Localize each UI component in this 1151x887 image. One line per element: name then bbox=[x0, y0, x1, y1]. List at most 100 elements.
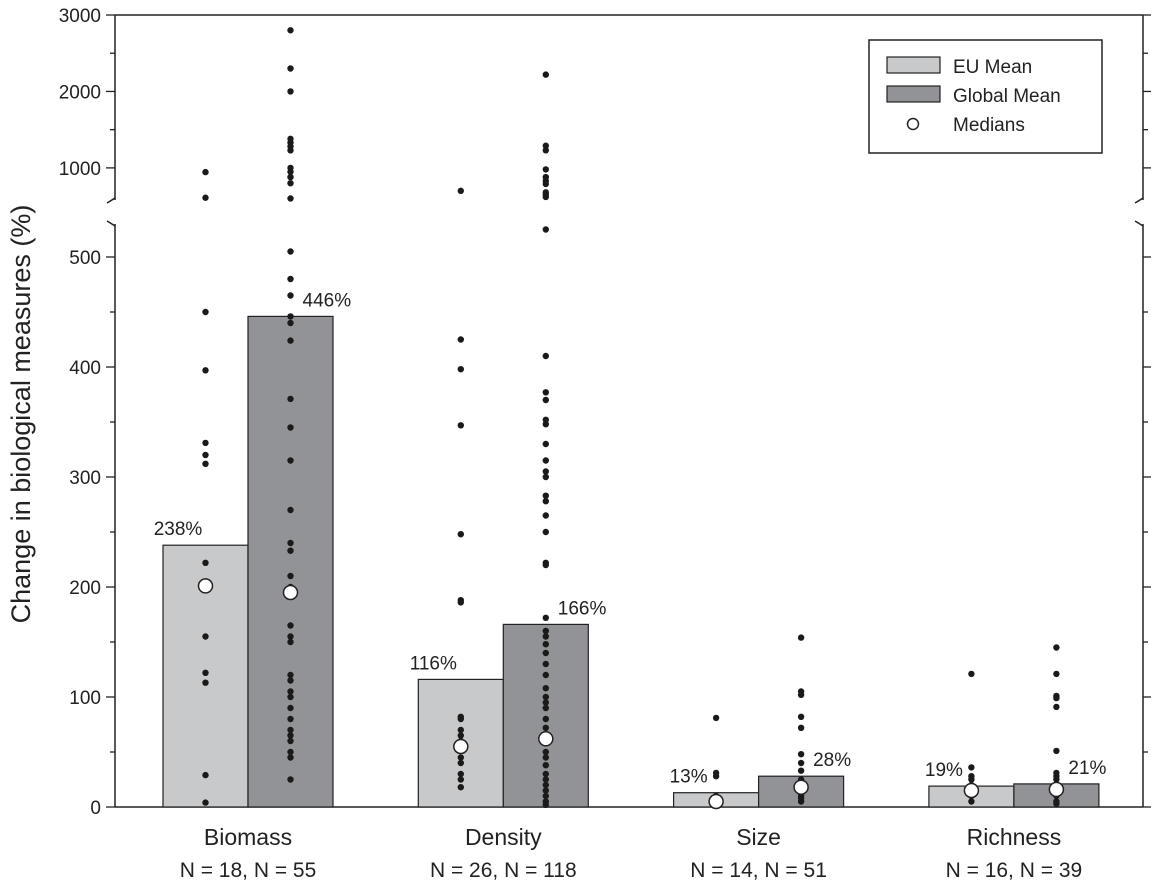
category-label: Richness bbox=[967, 824, 1062, 850]
data-point bbox=[542, 633, 549, 640]
data-point bbox=[287, 547, 294, 554]
value-label-global: 28% bbox=[813, 750, 851, 771]
data-point bbox=[1053, 703, 1060, 711]
data-point bbox=[457, 422, 464, 429]
median-marker bbox=[453, 738, 469, 755]
data-point bbox=[797, 713, 805, 720]
data-point bbox=[712, 773, 720, 780]
data-point bbox=[287, 457, 294, 464]
data-point bbox=[797, 798, 805, 805]
axis-break-mark bbox=[1134, 220, 1144, 227]
data-point bbox=[287, 168, 294, 175]
data-point bbox=[287, 638, 294, 646]
data-point bbox=[457, 754, 464, 761]
data-point bbox=[542, 704, 549, 712]
median-marker bbox=[1048, 781, 1065, 798]
data-point bbox=[202, 669, 209, 676]
data-point bbox=[542, 762, 549, 769]
data-point bbox=[1053, 800, 1060, 807]
data-point bbox=[542, 715, 549, 723]
data-point bbox=[287, 292, 294, 299]
data-point bbox=[542, 389, 549, 396]
data-point bbox=[457, 784, 464, 791]
category-label: Biomass bbox=[204, 824, 292, 850]
data-point bbox=[457, 770, 464, 778]
data-point bbox=[542, 671, 549, 679]
value-label-global: 166% bbox=[558, 598, 607, 619]
value-label-eu: 238% bbox=[154, 519, 203, 540]
data-point bbox=[457, 726, 464, 734]
data-point bbox=[968, 764, 975, 771]
category-n-label: N = 26, N = 118 bbox=[430, 859, 577, 882]
data-point bbox=[542, 528, 549, 536]
median-marker bbox=[708, 793, 724, 810]
data-point bbox=[457, 599, 464, 606]
data-point bbox=[202, 168, 209, 176]
data-point bbox=[287, 726, 294, 734]
data-point bbox=[457, 715, 464, 723]
data-point bbox=[287, 622, 294, 629]
data-point bbox=[712, 714, 720, 722]
legend-label-medians: Medians bbox=[953, 115, 1025, 136]
data-point bbox=[542, 776, 549, 783]
y-tick-label: 1000 bbox=[59, 159, 101, 180]
data-point bbox=[797, 759, 805, 767]
data-point bbox=[797, 691, 805, 698]
data-point bbox=[542, 457, 549, 464]
data-point bbox=[287, 572, 294, 580]
data-point bbox=[542, 492, 549, 499]
data-point bbox=[287, 88, 294, 95]
data-point bbox=[287, 776, 294, 783]
data-point bbox=[287, 754, 294, 761]
data-point bbox=[542, 498, 549, 505]
data-point bbox=[542, 180, 549, 188]
data-point bbox=[457, 187, 464, 195]
legend-swatch-global bbox=[886, 85, 941, 103]
data-point bbox=[287, 179, 294, 187]
y-tick-label: 0 bbox=[90, 798, 101, 819]
data-point bbox=[287, 704, 294, 712]
data-point bbox=[202, 679, 209, 686]
data-point bbox=[797, 724, 805, 731]
data-point bbox=[797, 634, 805, 641]
data-point bbox=[542, 801, 549, 808]
data-point bbox=[202, 771, 209, 779]
data-point bbox=[542, 473, 549, 481]
category-n-label: N = 14, N = 51 bbox=[690, 859, 827, 882]
data-point bbox=[202, 367, 209, 374]
data-point bbox=[542, 421, 549, 428]
data-point bbox=[202, 194, 209, 201]
data-point bbox=[287, 337, 294, 344]
plot-area: 0 100 200 300 400 500 1000 2000 3000 238% 116% 13% 1… bbox=[59, 6, 1151, 882]
y-axis-label: Change in biological measures (%) bbox=[6, 205, 36, 624]
data-point bbox=[542, 71, 549, 78]
y-tick-label: 500 bbox=[69, 248, 101, 269]
data-point bbox=[457, 531, 464, 538]
median-marker bbox=[963, 782, 980, 799]
data-point bbox=[542, 781, 549, 789]
data-point bbox=[542, 440, 549, 448]
data-point bbox=[287, 195, 294, 202]
data-point bbox=[542, 660, 549, 668]
data-point bbox=[287, 737, 294, 745]
axis-break-mark bbox=[1134, 197, 1144, 204]
value-label-eu: 19% bbox=[925, 760, 963, 781]
legend: EU Mean Global Mean Medians bbox=[868, 39, 1103, 154]
legend-label-eu: EU Mean bbox=[953, 57, 1032, 78]
data-point bbox=[797, 767, 805, 774]
legend-swatch-eu bbox=[886, 56, 941, 74]
data-point bbox=[1053, 670, 1060, 678]
data-point bbox=[542, 787, 549, 794]
data-point bbox=[287, 319, 294, 327]
axis-break-mark bbox=[106, 220, 116, 227]
value-label-eu: 13% bbox=[670, 767, 708, 788]
data-point bbox=[542, 396, 549, 404]
median-marker bbox=[793, 779, 809, 795]
axis-break-mark bbox=[106, 197, 116, 204]
data-point bbox=[542, 641, 549, 648]
data-point bbox=[287, 748, 294, 756]
data-point bbox=[287, 275, 294, 283]
data-point bbox=[968, 776, 975, 783]
data-point bbox=[542, 724, 549, 731]
category-n-label: N = 16, N = 39 bbox=[946, 859, 1083, 882]
